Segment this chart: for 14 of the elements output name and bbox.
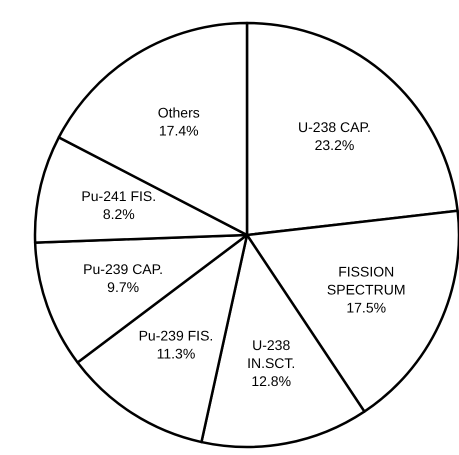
data-label: 9.7% [107,278,140,295]
slice-label: FISSION SPECTRUM [326,263,406,298]
data-label: 23.2% [314,136,354,153]
slice-label: Pu-239 CAP. [83,260,164,277]
data-label: 11.3% [156,345,196,362]
slice-label: Pu-241 FIS. [81,188,156,204]
data-label: 17.4% [158,122,199,138]
slice-label: Others [158,104,200,120]
slice-label: U-238 CAP. [298,118,371,135]
data-label: 12.8% [251,372,292,389]
slice-label: U-238 IN.SCT. [247,336,296,371]
data-label: 17.5% [346,299,386,316]
data-label: 8.2% [102,206,135,222]
slice-label: Pu-239 FIS. [138,327,214,344]
